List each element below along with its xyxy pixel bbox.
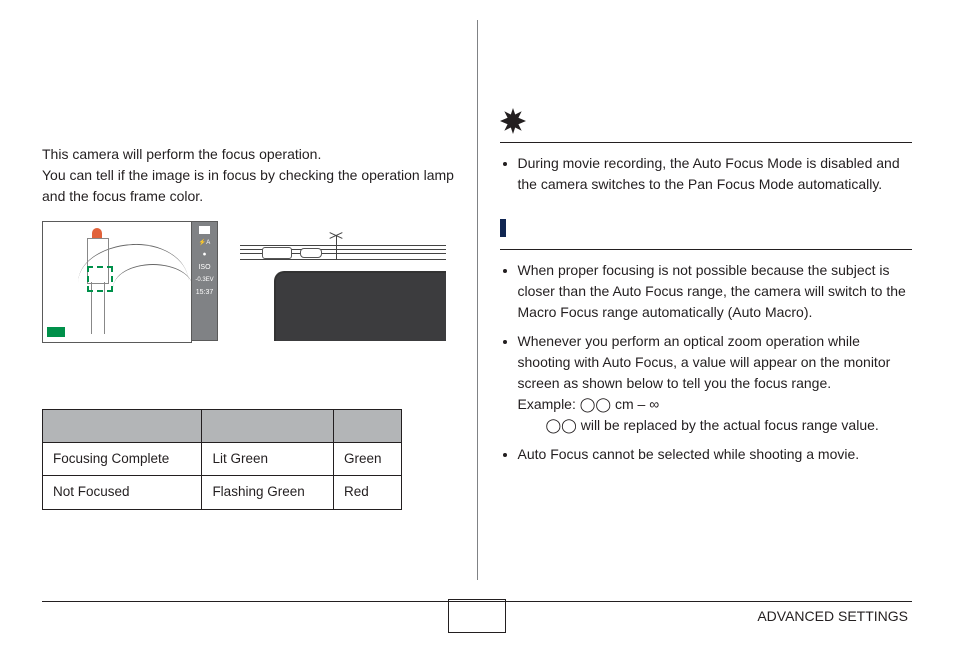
intro-text: This camera will perform the focus opera… [42, 146, 454, 204]
example-label: Example: [518, 396, 576, 412]
operation-lamp-figure [240, 221, 446, 341]
right-column: During movie recording, the Auto Focus M… [478, 20, 913, 580]
rule-under-starburst [500, 142, 913, 143]
important-starburst-icon [500, 108, 913, 134]
list-item: During movie recording, the Auto Focus M… [518, 153, 913, 195]
table-cell: Focusing Complete [43, 443, 202, 476]
ev-value: -0.3EV [195, 277, 213, 283]
important-list: During movie recording, the Auto Focus M… [500, 153, 913, 195]
table-cell: Flashing Green [202, 476, 334, 509]
note-zoom-text: Whenever you perform an optical zoom ope… [518, 333, 891, 391]
lamp-led-icon [300, 248, 322, 258]
focus-frame-icon [87, 266, 113, 292]
lcd-display [42, 221, 192, 343]
pointer-arrow-icon [336, 235, 337, 259]
mode-window-icon [262, 247, 292, 259]
replace-line: ◯◯ will be replaced by the actual focus … [518, 415, 913, 436]
iso-label: ISO [198, 264, 210, 271]
focus-status-table: Focusing Complete Lit Green Green Not Fo… [42, 409, 402, 510]
section-title: ADVANCED SETTINGS [757, 608, 908, 624]
list-item: Auto Focus cannot be selected while shoo… [518, 444, 913, 465]
list-item: When proper focusing is not possible bec… [518, 260, 913, 323]
left-column: This camera will perform the focus opera… [42, 20, 477, 580]
card-icon [199, 226, 210, 234]
lcd-status-strip: ⚡A ⏺ ISO -0.3EV 15:37 [191, 221, 218, 341]
note-bar-icon [500, 219, 506, 237]
figure-row: ⚡A ⏺ ISO -0.3EV 15:37 [42, 221, 455, 341]
list-item: Whenever you perform an optical zoom ope… [518, 331, 913, 436]
table-header-cell [202, 410, 334, 443]
manual-page: This camera will perform the focus opera… [0, 0, 954, 646]
example-value: ◯◯ cm – ∞ [580, 396, 659, 412]
table-cell: Green [334, 443, 402, 476]
table-row: Not Focused Flashing Green Red [43, 476, 402, 509]
table-row: Focusing Complete Lit Green Green [43, 443, 402, 476]
camera-screen-back [274, 271, 446, 341]
lcd-figure: ⚡A ⏺ ISO -0.3EV 15:37 [42, 221, 218, 341]
battery-icon [47, 327, 65, 337]
table-header-cell [43, 410, 202, 443]
page-number-box [448, 599, 506, 633]
intro-paragraph: This camera will perform the focus opera… [42, 144, 455, 207]
table-cell: Lit Green [202, 443, 334, 476]
time-value: 15:37 [196, 289, 214, 296]
table-cell: Not Focused [43, 476, 202, 509]
table-header-cell [334, 410, 402, 443]
table-header-row [43, 410, 402, 443]
two-column-layout: This camera will perform the focus opera… [0, 0, 954, 580]
mountain-line2-icon [113, 264, 192, 325]
flash-mode: ⚡A [199, 240, 210, 246]
note-list: When proper focusing is not possible bec… [500, 260, 913, 465]
rule-under-notebar [500, 249, 913, 250]
table-cell: Red [334, 476, 402, 509]
record-dot-icon: ⏺ [203, 252, 206, 258]
